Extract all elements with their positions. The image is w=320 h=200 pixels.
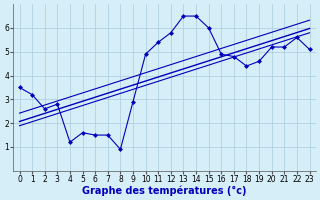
X-axis label: Graphe des températures (°c): Graphe des températures (°c) [82, 185, 247, 196]
